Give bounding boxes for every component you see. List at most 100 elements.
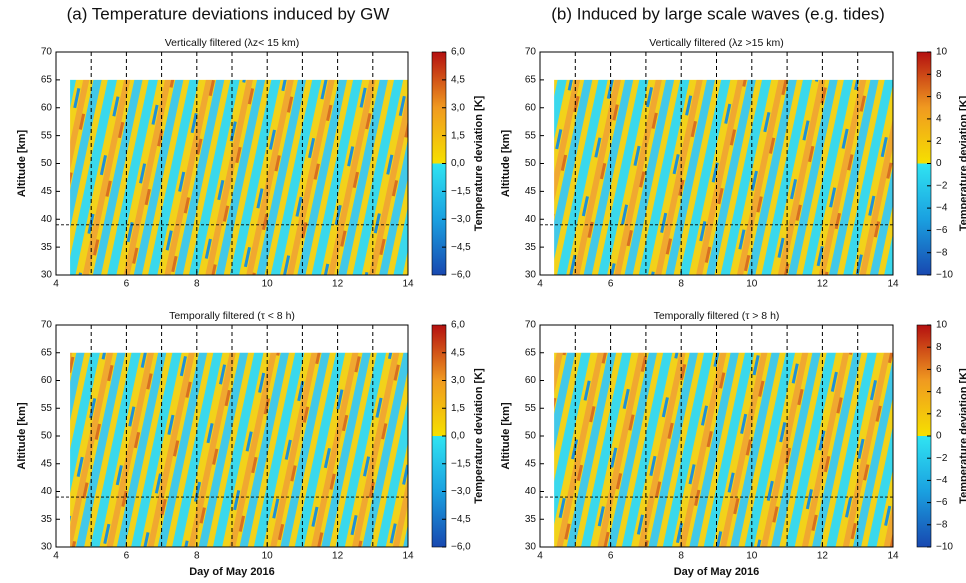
x-tick-label: 8 — [194, 551, 200, 562]
colorbar-tick-label: 2 — [936, 136, 942, 147]
x-tick-label: 14 — [402, 279, 414, 290]
colorbar-tick-label: 0 — [936, 158, 942, 169]
y-tick-label: 50 — [525, 158, 537, 169]
colorbar-tick-label: 1,5 — [451, 403, 465, 414]
colorbar-tick-label: 4,5 — [451, 75, 465, 86]
y-tick-label: 65 — [525, 75, 537, 86]
colorbar-label: Temperature deviation [K] — [958, 368, 966, 504]
y-tick-label: 35 — [525, 514, 537, 525]
y-tick-label: 70 — [41, 320, 53, 331]
x-tick-label: 4 — [537, 551, 543, 562]
x-tick-label: 10 — [746, 279, 758, 290]
colorbar-tick-label: −2 — [936, 453, 948, 464]
y-tick-label: 40 — [525, 486, 537, 497]
y-tick-label: 40 — [525, 214, 537, 225]
colorbar-tick-label: 10 — [936, 320, 948, 331]
colorbar-tick-label: −4,5 — [451, 514, 471, 525]
heatmap-field — [554, 79, 893, 275]
x-tick-label: 14 — [402, 551, 414, 562]
colorbar-label: Temperature deviation [K] — [473, 95, 485, 231]
y-tick-label: 70 — [525, 47, 537, 58]
y-tick-label: 60 — [41, 102, 53, 113]
x-tick-label: 12 — [332, 279, 344, 290]
y-tick-label: 30 — [525, 542, 537, 553]
colorbar-tick-label: 0 — [936, 431, 942, 442]
y-tick-label: 35 — [41, 242, 53, 253]
y-tick-label: 35 — [525, 242, 537, 253]
x-axis-label: Day of May 2016 — [189, 566, 275, 578]
column-title: (a) Temperature deviations induced by GW — [67, 4, 390, 23]
colorbar-label: Temperature deviation [K] — [473, 368, 485, 504]
y-tick-label: 65 — [41, 75, 53, 86]
colorbar-tick-label: 4,5 — [451, 347, 465, 358]
column-title: (b) Induced by large scale waves (e.g. t… — [551, 4, 885, 23]
x-tick-label: 6 — [124, 551, 130, 562]
y-tick-label: 30 — [41, 542, 53, 553]
panel-title: Vertically filtered (λz >15 km) — [649, 37, 784, 49]
x-tick-label: 14 — [887, 279, 899, 290]
y-tick-label: 40 — [41, 214, 53, 225]
colorbar-tick-label: 3,0 — [451, 102, 465, 113]
y-tick-label: 30 — [41, 270, 53, 281]
colorbar-tick-label: −8 — [936, 519, 948, 530]
panel-title: Vertically filtered (λz< 15 km) — [165, 37, 300, 49]
y-tick-label: 60 — [525, 102, 537, 113]
y-axis-label: Altitude [km] — [16, 402, 28, 470]
x-tick-label: 10 — [262, 551, 274, 562]
colorbar-tick-label: 6 — [936, 91, 942, 102]
y-tick-label: 65 — [525, 347, 537, 358]
colorbar-tick-label: 6,0 — [451, 320, 465, 331]
x-tick-label: 10 — [746, 551, 758, 562]
panel-title: Temporally filtered (τ < 8 h) — [169, 310, 295, 322]
colorbar-tick-label: −4 — [936, 203, 948, 214]
colorbar-tick-label: −6,0 — [451, 542, 471, 553]
y-tick-label: 55 — [525, 403, 537, 414]
x-tick-label: 6 — [124, 279, 130, 290]
x-tick-label: 12 — [817, 279, 829, 290]
colorbar-tick-label: −6 — [936, 497, 948, 508]
y-tick-label: 55 — [525, 130, 537, 141]
y-tick-label: 55 — [41, 130, 53, 141]
x-tick-label: 6 — [608, 551, 614, 562]
colorbar-tick-label: −3,0 — [451, 214, 471, 225]
y-tick-label: 65 — [41, 347, 53, 358]
colorbar-tick-label: 10 — [936, 47, 948, 58]
colorbar-tick-label: −2 — [936, 180, 948, 191]
colorbar-tick-label: 8 — [936, 342, 942, 353]
y-tick-label: 60 — [41, 375, 53, 386]
y-tick-label: 50 — [41, 158, 53, 169]
y-tick-label: 35 — [41, 514, 53, 525]
colorbar-tick-label: −1,5 — [451, 458, 471, 469]
colorbar-tick-label: −4,5 — [451, 242, 471, 253]
colorbar-tick-label: 2 — [936, 408, 942, 419]
colorbar-tick-label: 4 — [936, 114, 942, 125]
y-tick-label: 30 — [525, 270, 537, 281]
y-tick-label: 50 — [41, 431, 53, 442]
colorbar-tick-label: 6,0 — [451, 47, 465, 58]
colorbar-tick-label: 8 — [936, 69, 942, 80]
colorbar-tick-label: 0,0 — [451, 431, 465, 442]
colorbar-tick-label: 4 — [936, 386, 942, 397]
x-tick-label: 8 — [678, 551, 684, 562]
colorbar-tick-label: −6,0 — [451, 270, 471, 281]
colorbar-tick-label: 1,5 — [451, 130, 465, 141]
y-tick-label: 70 — [525, 320, 537, 331]
y-tick-label: 40 — [41, 486, 53, 497]
y-tick-label: 70 — [41, 47, 53, 58]
colorbar-tick-label: 3,0 — [451, 375, 465, 386]
x-tick-label: 4 — [537, 279, 543, 290]
x-tick-label: 12 — [332, 551, 344, 562]
colorbar-tick-label: 6 — [936, 364, 942, 375]
y-tick-label: 45 — [525, 186, 537, 197]
x-tick-label: 14 — [887, 551, 899, 562]
x-tick-label: 4 — [53, 279, 59, 290]
x-tick-label: 4 — [53, 551, 59, 562]
x-tick-label: 12 — [817, 551, 829, 562]
x-tick-label: 6 — [608, 279, 614, 290]
colorbar-tick-label: −1,5 — [451, 186, 471, 197]
x-axis-label: Day of May 2016 — [674, 566, 760, 578]
y-tick-label: 45 — [525, 458, 537, 469]
colorbar-tick-label: −6 — [936, 225, 948, 236]
y-tick-label: 55 — [41, 403, 53, 414]
heatmap-field — [70, 352, 408, 547]
